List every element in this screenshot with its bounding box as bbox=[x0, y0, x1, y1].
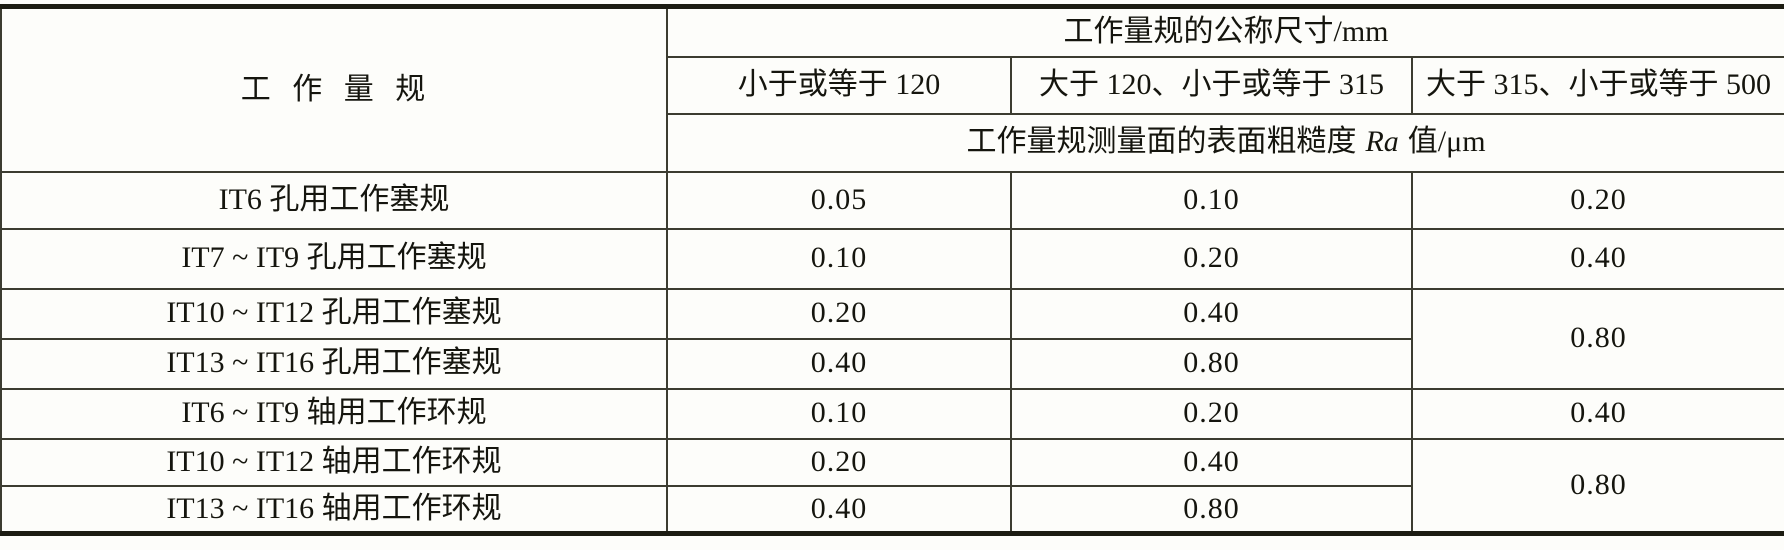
ra-symbol: Ra bbox=[1365, 125, 1399, 159]
header-row-nominal-size: 工 作 量 规 工作量规的公称尺寸/mm bbox=[0, 5, 1784, 173]
table-row: IT6 ~ IT9 轴用工作环规 0.10 0.20 0.40 bbox=[0, 387, 1784, 440]
row-label-cell: IT10 ~ IT12 孔用工作塞规 bbox=[0, 287, 668, 340]
value-cell: 0.10 bbox=[666, 227, 1012, 290]
value-cell: 0.05 bbox=[666, 170, 1012, 230]
row-label-cell: IT13 ~ IT16 孔用工作塞规 bbox=[0, 337, 668, 390]
value-cell: 0.40 bbox=[1010, 437, 1413, 487]
nominal-size-header: 工作量规的公称尺寸/mm bbox=[666, 5, 1784, 58]
row-label-cell: IT10 ~ IT12 轴用工作环规 bbox=[0, 437, 668, 487]
value-cell: 0.40 bbox=[666, 484, 1012, 535]
value-cell: 0.20 bbox=[666, 437, 1012, 487]
row-label-cell: IT7 ~ IT9 孔用工作塞规 bbox=[0, 227, 668, 290]
row-label-cell: IT13 ~ IT16 轴用工作环规 bbox=[0, 484, 668, 535]
roughness-header-prefix: 工作量规测量面的表面粗糙度 bbox=[966, 125, 1357, 159]
roughness-header-suffix: 值/μm bbox=[1407, 125, 1486, 159]
value-cell: 0.20 bbox=[1411, 170, 1784, 230]
roughness-header: 工作量规测量面的表面粗糙度 Ra 值/μm bbox=[666, 112, 1784, 173]
value-cell: 0.20 bbox=[1010, 387, 1413, 440]
size-range-header-315-500: 大于 315、小于或等于 500 bbox=[1411, 55, 1784, 115]
value-cell: 0.20 bbox=[1010, 227, 1413, 290]
value-cell: 0.40 bbox=[1411, 227, 1784, 290]
value-cell: 0.20 bbox=[666, 287, 1012, 340]
value-cell: 0.40 bbox=[1010, 287, 1413, 340]
value-cell: 0.80 bbox=[1010, 337, 1413, 390]
header-row-size-ranges: 小于或等于 120 大于 120、小于或等于 315 大于 315、小于或等于 … bbox=[1, 55, 1784, 115]
value-cell: 0.40 bbox=[666, 337, 1012, 390]
size-range-header-120-315: 大于 120、小于或等于 315 bbox=[1010, 55, 1413, 115]
table-row: IT7 ~ IT9 孔用工作塞规 0.10 0.20 0.40 bbox=[0, 227, 1784, 290]
gauge-column-header: 工 作 量 规 bbox=[0, 5, 668, 173]
value-cell-merged: 0.80 bbox=[1411, 437, 1784, 535]
table-row: IT10 ~ IT12 轴用工作环规 0.20 0.40 0.80 bbox=[0, 437, 1784, 535]
row-label-cell: IT6 ~ IT9 轴用工作环规 bbox=[0, 387, 668, 440]
header-row-roughness: 工作量规测量面的表面粗糙度 Ra 值/μm bbox=[1, 112, 1784, 173]
value-cell: 0.10 bbox=[1010, 170, 1413, 230]
gauge-roughness-table: 工 作 量 规 工作量规的公称尺寸/mm 小于或等于 120 大于 120、小于… bbox=[0, 4, 1784, 536]
value-cell-merged: 0.80 bbox=[1411, 287, 1784, 390]
table-row: IT13 ~ IT16 孔用工作塞规 0.40 0.80 bbox=[0, 337, 1784, 390]
row-label-cell: IT6 孔用工作塞规 bbox=[0, 170, 668, 230]
table-row: IT10 ~ IT12 孔用工作塞规 0.20 0.40 0.80 bbox=[0, 287, 1784, 390]
size-range-header-le120: 小于或等于 120 bbox=[666, 55, 1012, 115]
value-cell: 0.80 bbox=[1010, 484, 1413, 535]
value-cell: 0.40 bbox=[1411, 387, 1784, 440]
value-cell: 0.10 bbox=[666, 387, 1012, 440]
table-row: IT13 ~ IT16 轴用工作环规 0.40 0.80 bbox=[0, 484, 1784, 535]
table-row: IT6 孔用工作塞规 0.05 0.10 0.20 bbox=[0, 170, 1784, 230]
